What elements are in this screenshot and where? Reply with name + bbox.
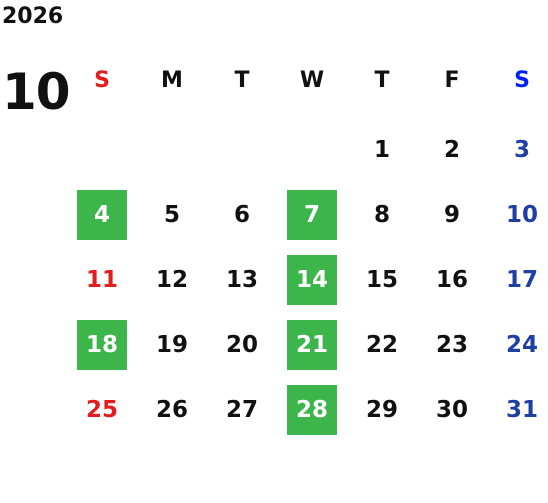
day-cell[interactable]: 29 — [365, 397, 398, 423]
day-cell-highlighted[interactable]: 14 — [287, 255, 337, 305]
day-cell-highlighted[interactable]: 21 — [287, 320, 337, 370]
weekday-friday: F — [444, 67, 460, 93]
day-cell[interactable]: 6 — [233, 202, 250, 228]
day-cell[interactable]: 19 — [155, 332, 188, 358]
day-cell[interactable]: 9 — [443, 202, 460, 228]
day-cell[interactable]: 31 — [505, 397, 538, 423]
day-cell[interactable]: 12 — [155, 267, 188, 293]
day-cell[interactable]: 22 — [365, 332, 398, 358]
month-label: 10 — [2, 63, 71, 121]
weekday-tuesday: T — [234, 67, 250, 93]
day-cell[interactable]: 16 — [435, 267, 468, 293]
day-cell[interactable]: 2 — [443, 137, 460, 163]
day-cell[interactable]: 13 — [225, 267, 258, 293]
weekday-saturday: S — [514, 67, 530, 93]
day-cell[interactable]: 30 — [435, 397, 468, 423]
day-cell[interactable]: 25 — [85, 397, 118, 423]
day-cell[interactable]: 24 — [505, 332, 538, 358]
weekday-monday: M — [161, 67, 183, 93]
weekday-sunday: S — [94, 67, 110, 93]
day-cell-highlighted[interactable]: 28 — [287, 385, 337, 435]
day-cell[interactable]: 5 — [163, 202, 180, 228]
day-cell[interactable]: 27 — [225, 397, 258, 423]
day-cell[interactable]: 10 — [505, 202, 538, 228]
day-cell[interactable]: 11 — [85, 267, 118, 293]
day-cell-highlighted[interactable]: 7 — [287, 190, 337, 240]
day-cell[interactable]: 3 — [513, 137, 530, 163]
day-cell-highlighted[interactable]: 4 — [77, 190, 127, 240]
day-cell[interactable]: 26 — [155, 397, 188, 423]
day-cell[interactable]: 23 — [435, 332, 468, 358]
weekday-wednesday: W — [299, 67, 325, 93]
day-cell[interactable]: 8 — [373, 202, 390, 228]
day-cell[interactable]: 20 — [225, 332, 258, 358]
weekday-thursday: T — [374, 67, 390, 93]
day-cell-highlighted[interactable]: 18 — [77, 320, 127, 370]
year-label: 2026 — [2, 4, 64, 29]
day-cell[interactable]: 1 — [373, 137, 390, 163]
day-cell[interactable]: 15 — [365, 267, 398, 293]
day-cell[interactable]: 17 — [505, 267, 538, 293]
